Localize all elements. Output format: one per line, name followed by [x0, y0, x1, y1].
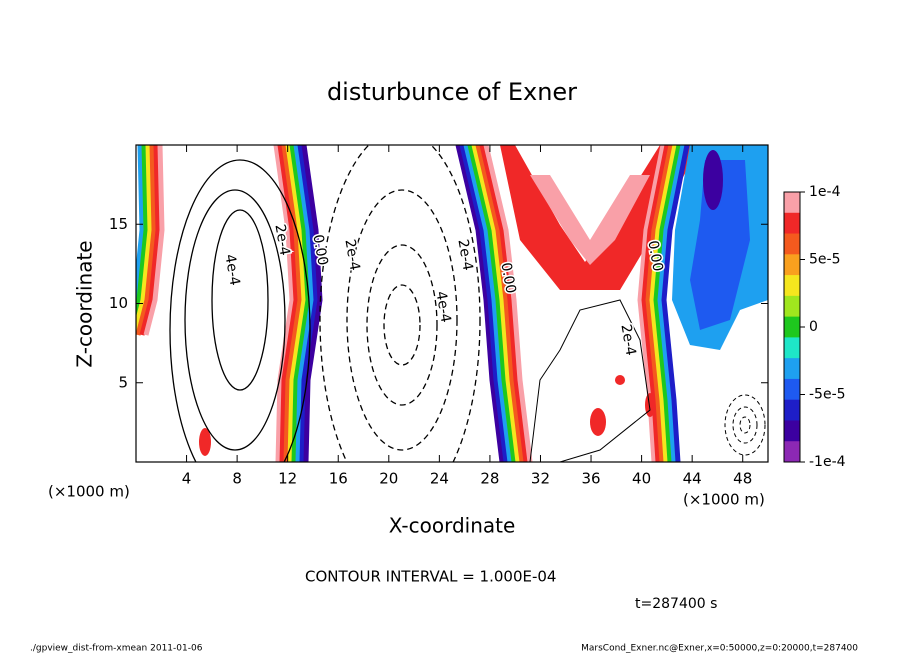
warm-spot: [199, 428, 211, 456]
color-band: [285, 145, 307, 462]
colorbar-cell: [784, 254, 800, 276]
color-band: [136, 145, 145, 307]
color-band: [297, 145, 319, 462]
contour-label: 2e-4: [341, 238, 362, 272]
contour-label: 4e-4: [221, 253, 242, 287]
contour-line: [169, 159, 311, 462]
y-tick-label: 5: [118, 373, 128, 391]
colorbar-cell: [784, 420, 800, 442]
color-band: [661, 145, 690, 462]
colorbar-tick-label: 5e-5: [809, 252, 840, 268]
y-unit: (×1000 m): [48, 483, 130, 501]
color-band: [277, 145, 299, 462]
x-tick-label: 16: [329, 470, 348, 488]
color-band: [139, 145, 161, 336]
time-label: t=287400 s: [635, 596, 717, 612]
colorbar-cell: [784, 399, 800, 421]
color-band: [637, 145, 666, 462]
colorbar-cell: [784, 212, 800, 235]
x-tick-label: 36: [581, 470, 600, 488]
x-tick-label: 12: [278, 470, 297, 488]
x-tick-label: 44: [683, 470, 702, 488]
color-band: [657, 145, 686, 462]
contour-line: [732, 406, 758, 444]
colorbar-cell: [784, 441, 800, 463]
contour-line: [724, 394, 766, 456]
warm-spot: [615, 375, 625, 385]
contour-label: 4e-4: [432, 290, 453, 324]
color-band: [281, 145, 303, 462]
warm-spot: [645, 393, 655, 417]
colorbar-cell: [784, 275, 800, 297]
color-band: [463, 145, 513, 462]
color-band: [455, 145, 505, 462]
contour-label: 2e-4: [454, 238, 475, 272]
contour-line: [529, 299, 651, 462]
color-band: [143, 145, 165, 336]
contour-line: [319, 145, 481, 462]
color-band: [273, 145, 295, 462]
contour-label: 2e-4: [617, 323, 638, 357]
color-band: [479, 145, 529, 462]
cold-spot: [703, 150, 723, 210]
x-tick-label: 4: [182, 470, 192, 488]
color-band: [471, 145, 521, 462]
contour-line: [184, 189, 286, 451]
x-axis-label: X-coordinate: [389, 514, 516, 538]
color-band: [475, 145, 525, 462]
contour-line: [211, 209, 269, 391]
y-tick-label: 10: [109, 294, 128, 312]
x-unit: (×1000 m): [683, 491, 765, 509]
x-tick-label: 28: [480, 470, 499, 488]
x-tick-label: 20: [379, 470, 398, 488]
cold-core: [690, 160, 750, 330]
x-tick-label: 40: [632, 470, 651, 488]
colorbar-cell: [784, 192, 800, 214]
contour-interval: CONTOUR INTERVAL = 1.000E-04: [305, 568, 556, 586]
colorbar-cell: [784, 295, 800, 318]
color-band: [136, 145, 157, 336]
colorbar-cell: [784, 337, 800, 359]
contour-line: [346, 189, 458, 451]
colorbar-tick-label: -5e-5: [809, 387, 846, 403]
footer-right: MarsCond_Exner.nc@Exner,x=0:50000,z=0:20…: [581, 644, 858, 654]
colorbar-tick-label: 0: [809, 319, 818, 335]
colorbar-cell: [784, 378, 800, 401]
color-band: [293, 145, 315, 462]
x-tick-label: 32: [531, 470, 550, 488]
footer-left: ./gpview_dist-from-xmean 2011-01-06: [30, 644, 203, 654]
x-tick-label: 48: [733, 470, 752, 488]
warm-core: [530, 175, 650, 265]
color-band: [459, 145, 509, 462]
chart-title: disturbunce of Exner: [327, 78, 577, 106]
y-axis-label: Z-coordinate: [73, 240, 97, 367]
color-band: [467, 145, 517, 462]
color-band: [645, 145, 674, 462]
colorbar-tick-label: 1e-4: [809, 184, 841, 200]
contour-line: [383, 284, 421, 366]
color-band: [289, 145, 311, 462]
color-band: [483, 145, 533, 462]
color-band: [641, 145, 670, 462]
y-tick-label: 15: [109, 215, 128, 233]
contour-line: [366, 244, 438, 406]
colorbar-cell: [784, 316, 800, 338]
x-tick-label: 8: [232, 470, 242, 488]
warm-region: [500, 145, 700, 290]
color-band: [649, 145, 678, 462]
color-band: [136, 145, 153, 336]
x-tick-label: 24: [430, 470, 449, 488]
color-band: [136, 145, 149, 322]
warm-spot: [590, 408, 606, 436]
colorbar-cell: [784, 358, 800, 380]
contour-line: [739, 416, 751, 434]
colorbar-cell: [784, 233, 800, 255]
color-band: [653, 145, 682, 462]
colorbar-tick-label: -1e-4: [809, 454, 846, 470]
